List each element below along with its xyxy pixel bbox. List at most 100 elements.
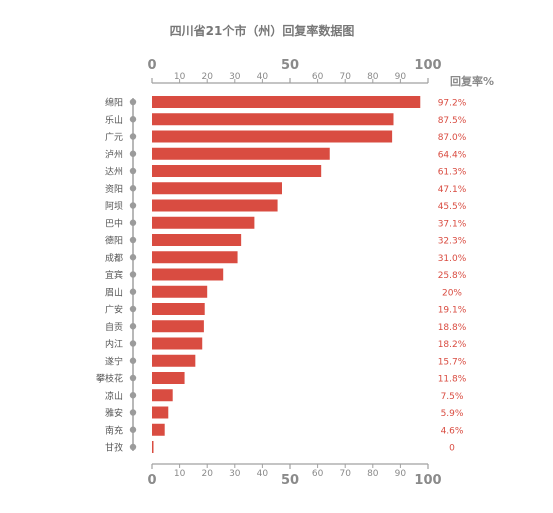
category-label: 内江 bbox=[105, 338, 123, 350]
bar bbox=[152, 182, 282, 195]
chart-title: 四川省21个市（州）回复率数据图 bbox=[170, 23, 355, 38]
value-label: 19.1% bbox=[438, 306, 467, 316]
category-label: 雅安 bbox=[105, 407, 123, 419]
category-label: 攀枝花 bbox=[96, 373, 123, 385]
category-label: 遂宁 bbox=[105, 355, 123, 367]
bar bbox=[152, 320, 204, 333]
bar bbox=[152, 147, 330, 160]
value-label: 31.0% bbox=[438, 254, 467, 264]
category-marker bbox=[129, 185, 137, 192]
labels: 绵阳 97.2% 乐山 87.5% 广元 87.0% 泸州 64.4% 达州 61.3% 资阳 47.… bbox=[96, 97, 467, 454]
bottom-tick-label-0: 0 bbox=[147, 473, 156, 488]
value-label: 0 bbox=[449, 444, 455, 454]
category-marker bbox=[129, 133, 137, 140]
top-tick-label-30: 30 bbox=[229, 72, 241, 82]
value-label: 47.1% bbox=[438, 185, 467, 195]
value-axis-label: 回复率% bbox=[450, 74, 494, 88]
category-marker bbox=[129, 271, 137, 278]
bar bbox=[152, 406, 169, 419]
category-marker bbox=[129, 116, 137, 123]
category-label: 乐山 bbox=[105, 114, 123, 126]
category-label: 宜宾 bbox=[105, 269, 123, 281]
category-marker bbox=[129, 150, 137, 157]
category-label: 阿坝 bbox=[105, 201, 123, 212]
value-label: 5.9% bbox=[441, 409, 464, 419]
category-label: 德阳 bbox=[105, 235, 123, 247]
bar bbox=[152, 441, 154, 453]
category-label: 广元 bbox=[105, 131, 123, 143]
value-label: 64.4% bbox=[438, 150, 467, 160]
category-marker bbox=[129, 340, 137, 347]
category-marker bbox=[129, 443, 137, 451]
top-tick-label-60: 60 bbox=[312, 72, 324, 82]
bar bbox=[152, 251, 238, 264]
category-label: 南充 bbox=[105, 424, 123, 436]
category-marker bbox=[129, 374, 137, 382]
top-tick-label-0: 0 bbox=[147, 58, 156, 73]
bottom-tick-label-100: 100 bbox=[414, 473, 441, 488]
category-marker bbox=[129, 98, 137, 106]
bar bbox=[152, 389, 173, 402]
value-label: 25.8% bbox=[438, 271, 467, 281]
bar bbox=[152, 423, 165, 436]
category-marker bbox=[129, 392, 137, 399]
category-marker bbox=[129, 219, 137, 226]
bar bbox=[152, 96, 421, 108]
value-label: 61.3% bbox=[438, 168, 467, 178]
category-marker bbox=[129, 409, 137, 416]
value-label: 45.5% bbox=[438, 202, 467, 212]
category-label: 自贡 bbox=[105, 321, 123, 333]
value-label: 20% bbox=[442, 288, 462, 298]
value-label: 11.8% bbox=[438, 375, 467, 385]
category-marker bbox=[129, 254, 137, 261]
top-tick-label-20: 20 bbox=[201, 72, 213, 82]
category-label: 绵阳 bbox=[105, 97, 123, 109]
bar bbox=[152, 372, 185, 384]
value-label: 18.8% bbox=[438, 323, 467, 333]
bottom-tick-label-80: 80 bbox=[367, 469, 379, 479]
top-tick-label-90: 90 bbox=[395, 72, 407, 82]
value-label: 87.5% bbox=[438, 116, 467, 126]
bars bbox=[152, 96, 421, 453]
category-marker bbox=[129, 357, 137, 364]
category-label: 眉山 bbox=[105, 287, 123, 298]
bottom-tick-label-60: 60 bbox=[312, 469, 324, 479]
bar bbox=[152, 165, 322, 177]
value-label: 37.1% bbox=[438, 219, 467, 229]
value-label: 15.7% bbox=[438, 357, 467, 367]
category-marker bbox=[129, 323, 137, 330]
top-tick-label-80: 80 bbox=[367, 72, 379, 82]
category-marker bbox=[129, 236, 137, 244]
category-marker bbox=[129, 167, 137, 175]
bar bbox=[152, 113, 394, 126]
value-label: 18.2% bbox=[438, 340, 467, 350]
top-tick-label-10: 10 bbox=[174, 72, 186, 82]
top-tick-label-70: 70 bbox=[339, 72, 351, 82]
value-label: 87.0% bbox=[438, 133, 467, 143]
category-label: 广安 bbox=[105, 304, 123, 316]
bar bbox=[152, 354, 196, 367]
category-label: 资阳 bbox=[105, 184, 123, 195]
bar bbox=[152, 199, 278, 212]
category-marker bbox=[129, 426, 137, 433]
category-marker bbox=[129, 305, 137, 313]
bar bbox=[152, 268, 224, 281]
bar bbox=[152, 303, 205, 315]
bar bbox=[152, 130, 393, 143]
category-label: 甘孜 bbox=[105, 442, 123, 454]
bar bbox=[152, 234, 242, 246]
axes: 0 50 100 10 20 30 40 60 70 80 90 0 50 100 10 20 30 40 60 70… bbox=[129, 58, 442, 488]
bottom-tick-label-50: 50 bbox=[281, 473, 299, 488]
bottom-tick-label-70: 70 bbox=[339, 469, 351, 479]
value-label: 97.2% bbox=[438, 99, 467, 109]
bottom-tick-label-10: 10 bbox=[174, 469, 186, 479]
value-label: 32.3% bbox=[438, 237, 467, 247]
bottom-tick-label-90: 90 bbox=[395, 469, 407, 479]
value-label: 4.6% bbox=[441, 426, 464, 436]
category-label: 巴中 bbox=[105, 217, 123, 229]
top-tick-label-100: 100 bbox=[414, 58, 441, 73]
bar bbox=[152, 216, 255, 229]
bottom-tick-label-30: 30 bbox=[229, 469, 241, 479]
value-label: 7.5% bbox=[441, 392, 464, 402]
